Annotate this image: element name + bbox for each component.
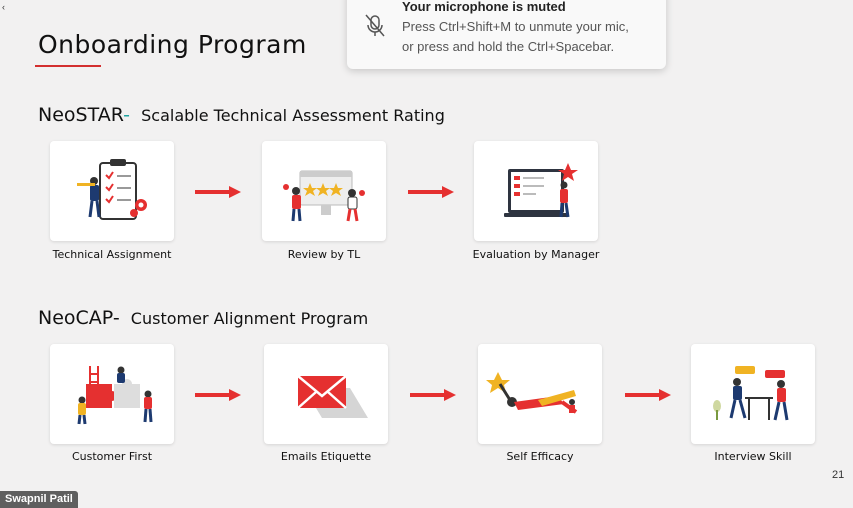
title-underline [35,65,101,67]
page-number: 21 [832,469,845,481]
envelope-icon [297,375,368,418]
puzzle-team-icon [77,366,153,425]
emails-etiquette-card[interactable] [264,344,388,444]
technical-assignment-label: Technical Assignment [52,248,172,261]
window-corner-mark: ‹ [2,2,5,12]
notification-line-2: or press and hold the Ctrl+Spacebar. [402,39,615,54]
arrow-right-icon [625,389,671,401]
notification-line-1: Press Ctrl+Shift+M to unmute your mic, [402,19,629,34]
neostar-subtitle: Scalable Technical Assessment Rating [141,106,445,125]
microphone-muted-notification[interactable]: Your microphone is muted Press Ctrl+Shif… [347,0,666,69]
arrow-right-icon [410,389,456,401]
notification-title: Your microphone is muted [402,0,566,14]
participant-name-tag: Swapnil Patil [0,491,78,508]
evaluation-dashboard-icon [504,163,578,218]
customer-first-card[interactable] [50,344,174,444]
self-efficacy-card[interactable] [478,344,602,444]
technical-assignment-card[interactable] [50,141,174,241]
review-rating-icon [283,170,365,222]
interview-skill-label: Interview Skill [714,450,792,463]
neostar-brand: NeoSTAR [38,104,124,126]
neocap-heading: NeoCAP- Customer Alignment Program [38,307,368,329]
interview-table-icon [713,366,789,421]
flying-superhero-icon [486,372,578,414]
microphone-muted-icon [365,14,385,37]
customer-first-label: Customer First [71,450,153,463]
arrow-right-icon [195,389,241,401]
neocap-brand: NeoCAP [38,307,113,329]
arrow-right-icon [195,186,241,198]
slide-title: Onboarding Program [38,30,307,59]
review-by-tl-card[interactable] [262,141,386,241]
evaluation-by-manager-label: Evaluation by Manager [472,248,600,261]
neostar-heading: NeoSTAR- Scalable Technical Assessment R… [38,104,445,126]
self-efficacy-label: Self Efficacy [506,450,574,463]
review-by-tl-label: Review by TL [287,248,361,261]
emails-etiquette-label: Emails Etiquette [280,450,372,463]
clipboard-checklist-icon [77,159,147,220]
neostar-dash: - [123,104,131,126]
neocap-dash: - [112,307,120,329]
interview-skill-card[interactable] [691,344,815,444]
arrow-right-icon [408,186,454,198]
evaluation-by-manager-card[interactable] [474,141,598,241]
neocap-subtitle: Customer Alignment Program [130,309,369,328]
